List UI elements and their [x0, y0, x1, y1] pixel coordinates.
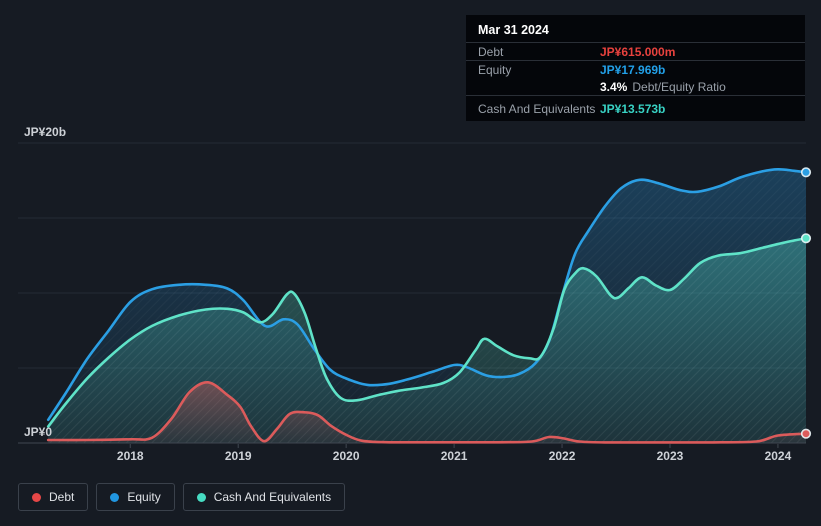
legend-equity-label: Equity	[127, 490, 161, 504]
debt-dot-icon	[32, 492, 41, 502]
tooltip-debt-label: Debt	[478, 44, 504, 59]
legend-item-equity[interactable]: Equity	[96, 483, 175, 511]
cash-area-texture	[48, 238, 806, 443]
tooltip-cash-row: Cash And Equivalents JP¥13.573b	[466, 96, 805, 121]
legend-item-cash[interactable]: Cash And Equivalents	[182, 483, 346, 511]
tooltip-cash-label: Cash And Equivalents	[478, 101, 596, 116]
x-axis-label-2021: 2021	[441, 449, 468, 463]
legend-item-debt[interactable]: Debt	[18, 483, 89, 511]
cash-line[interactable]	[46, 237, 808, 428]
equity-dot-icon	[110, 492, 120, 502]
tooltip-equity-value: JP¥17.969b	[600, 62, 666, 77]
tooltip-equity-label: Equity	[478, 62, 512, 77]
debt-line[interactable]	[46, 380, 808, 444]
cash-end-marker[interactable]	[800, 233, 812, 244]
x-axis-label-2022: 2022	[549, 449, 576, 463]
y-axis-label-zero: JP¥0	[24, 425, 52, 439]
debt-end-marker[interactable]	[800, 428, 812, 439]
chart-tooltip: Mar 31 2024 Debt JP¥615.000m Equity JP¥1…	[466, 15, 805, 121]
tooltip-ratio-label: Debt/Equity Ratio	[632, 79, 726, 94]
tooltip-ratio-value: 3.4%	[600, 79, 628, 94]
chart-legend: Debt Equity Cash And Equivalents	[18, 483, 346, 511]
legend-debt-label: Debt	[49, 490, 75, 504]
x-axis-label-2023: 2023	[657, 449, 684, 463]
equity-line[interactable]	[46, 167, 808, 422]
x-axis-label-2018: 2018	[117, 449, 144, 463]
cash-dot-icon	[196, 492, 206, 502]
tooltip-equity-row: Equity JP¥17.969b	[466, 61, 805, 78]
x-axis-label-2019: 2019	[225, 449, 252, 463]
tooltip-debt-value: JP¥615.000m	[600, 44, 676, 59]
debt-equity-history-chart[interactable]: JP¥20b JP¥0 2018 2019 2020 2021 2022 2023 2024	[0, 0, 821, 470]
tooltip-cash-value: JP¥13.573b	[600, 101, 666, 116]
debt-area	[48, 382, 806, 443]
x-axis-label-2020: 2020	[333, 449, 360, 463]
equity-end-marker[interactable]	[800, 167, 812, 178]
legend-cash-label: Cash And Equivalents	[213, 490, 332, 504]
tooltip-debt-row: Debt JP¥615.000m	[466, 43, 805, 61]
x-axis-label-2024: 2024	[765, 449, 792, 463]
tooltip-ratio-row: 3.4% Debt/Equity Ratio	[466, 78, 805, 96]
tooltip-date: Mar 31 2024	[466, 15, 805, 43]
y-axis-label-top: JP¥20b	[24, 125, 66, 139]
